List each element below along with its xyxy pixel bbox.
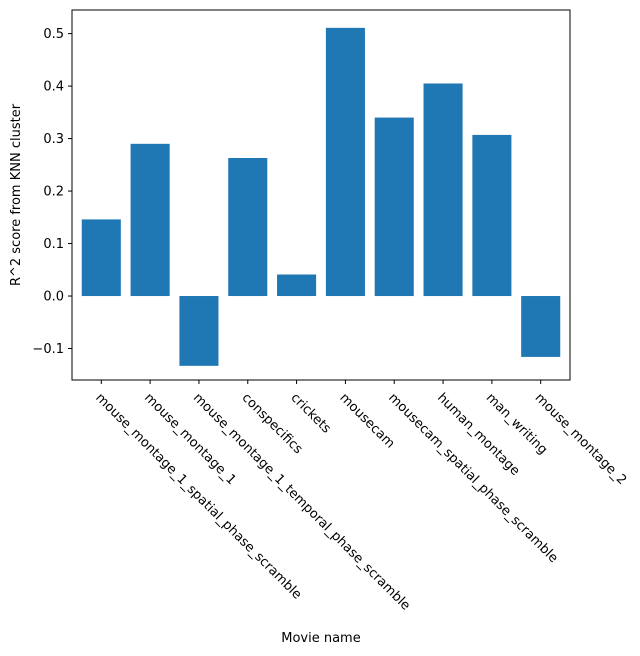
bar-crickets	[277, 274, 317, 297]
y-tick-label: 0.1	[43, 237, 64, 252]
x-tick-label: mouse_montage_1	[141, 390, 239, 488]
y-tick-label: 0.3	[43, 132, 64, 147]
x-axis-label: Movie name	[281, 631, 360, 646]
y-tick-label: 0.2	[43, 185, 64, 200]
x-tick-label: mouse_montage_2	[532, 390, 630, 488]
bar-mouse_montage_1	[130, 143, 170, 297]
y-tick-label: 0.4	[43, 80, 64, 95]
plot-frame	[71, 9, 571, 381]
y-tick-label: −0.1	[32, 342, 64, 357]
y-axis-label: R^2 score from KNN cluster	[9, 103, 24, 286]
bar-conspecifics	[228, 158, 268, 297]
bars-group	[81, 27, 561, 366]
bar-mouse_montage_2	[521, 296, 561, 357]
x-axis: mouse_montage_1_spatial_phase_scramblemo…	[92, 380, 629, 614]
bar-human_montage	[423, 83, 463, 297]
y-tick-label: 0.0	[43, 290, 64, 305]
bar-mousecam	[325, 27, 365, 297]
bar-mousecam_spatial_phase_scramble	[374, 117, 414, 297]
bar-man_writing	[472, 134, 512, 297]
x-tick-label: crickets	[288, 390, 334, 436]
bar-mouse_montage_1_temporal_phase_scramble	[179, 296, 219, 366]
x-tick-label: human_montage	[434, 390, 522, 478]
x-tick-label: mousecam_spatial_phase_scramble	[385, 390, 560, 565]
bar-mouse_montage_1_spatial_phase_scramble	[81, 219, 121, 297]
y-tick-label: 0.5	[43, 27, 64, 42]
y-axis: −0.1 0.0 0.1 0.2 0.3 0.4 0.5	[32, 27, 72, 357]
